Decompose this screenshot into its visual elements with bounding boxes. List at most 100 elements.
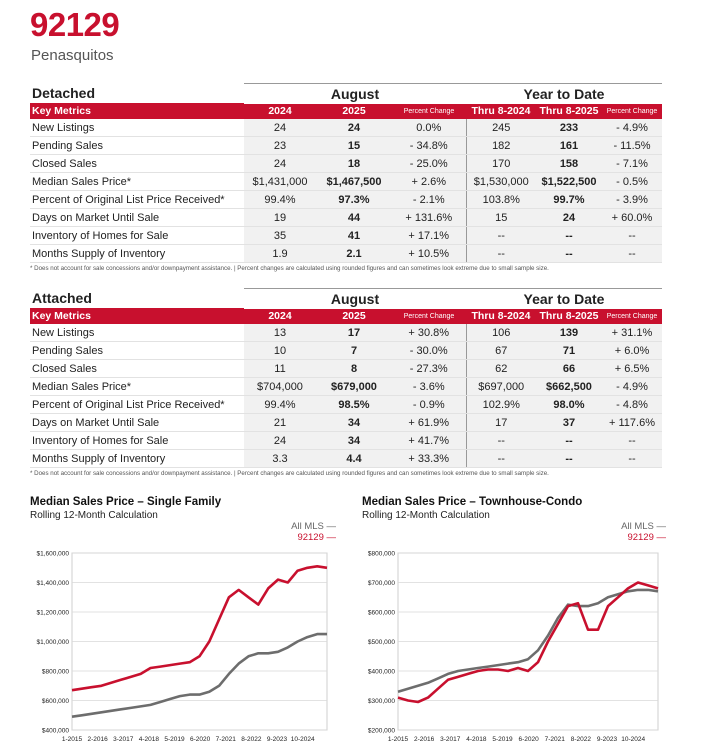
table-row: Days on Market Until Sale 19 44 + 131.6% 15 2… — [30, 208, 662, 227]
metric-label: New Listings — [30, 324, 244, 342]
x-tick-label: 9-2023 — [597, 736, 618, 743]
col-2024: 2024 — [244, 103, 316, 119]
table-row: Inventory of Homes for Sale 24 34 + 41.7% --… — [30, 431, 662, 450]
ytd-pct-change: - 4.9% — [602, 377, 662, 396]
pct-change: - 34.8% — [392, 136, 466, 155]
ytd-pct-change: - 4.9% — [602, 119, 662, 137]
value-2024: 35 — [244, 226, 316, 245]
table-row: Closed Sales 11 8- 27.3% 62 66 + 6.5% — [30, 359, 662, 378]
y-tick-label: $600,000 — [42, 698, 69, 705]
y-tick-label: $800,000 — [368, 551, 395, 558]
zip-code-title: 92129 — [30, 6, 120, 43]
value-2024: 10 — [244, 341, 316, 360]
pct-change: + 33.3% — [392, 449, 466, 468]
series-line-92129 — [397, 581, 659, 704]
ytd-value-2025: 98.0% — [536, 395, 602, 414]
value-2024: 24 — [244, 119, 316, 137]
y-tick-label: $1,000,000 — [36, 639, 69, 646]
ytd-value-2025: 161 — [536, 136, 602, 155]
x-tick-label: 5-2019 — [492, 736, 513, 743]
metric-label: Pending Sales — [30, 136, 244, 155]
y-tick-label: $800,000 — [42, 669, 69, 676]
ytd-value-2025: 24 — [536, 208, 602, 227]
ytd-value-2024: 15 — [465, 208, 536, 227]
x-tick-label: 3-2017 — [440, 736, 461, 743]
value-2024: 24 — [244, 431, 316, 450]
col-pct: Percent Change — [392, 308, 466, 324]
table-row: Months Supply of Inventory 1.9 2.1 + 10.5% -… — [30, 244, 662, 263]
ytd-pct-change: -- — [602, 431, 662, 450]
pct-change: - 3.6% — [392, 377, 466, 396]
metric-label: Inventory of Homes for Sale — [30, 431, 244, 450]
ytd-value-2025: -- — [536, 244, 602, 263]
table-row: New Listings 13 17 + 30.8% 106 139 + 31.1% — [30, 324, 662, 342]
value-2025: 7 — [316, 341, 392, 360]
col-2025: 2025 — [316, 308, 392, 324]
col-ytd-2024: Thru 8-2024 — [466, 103, 536, 119]
ytd-value-2025: -- — [536, 226, 602, 245]
ytd-value-2025: $662,500 — [536, 377, 602, 396]
table-row: Percent of Original List Price Received*… — [30, 190, 662, 209]
ytd-pct-change: + 117.6% — [602, 413, 662, 432]
ytd-value-2025: 158 — [536, 154, 602, 173]
x-tick-label: 6-2020 — [190, 736, 211, 743]
y-tick-label: $300,000 — [368, 698, 395, 705]
section-title: Attached — [32, 290, 92, 306]
ytd-value-2025: 233 — [536, 119, 602, 137]
x-tick-label: 8-2022 — [241, 736, 262, 743]
series-line-all-mls — [71, 632, 327, 718]
ytd-value-2025: -- — [536, 431, 602, 450]
pct-change: + 17.1% — [392, 226, 466, 245]
value-2024: 3.3 — [244, 449, 316, 468]
value-2025: 41 — [316, 226, 392, 245]
col-ytd-pct: Percent Change — [602, 103, 662, 119]
pct-change: - 25.0% — [392, 154, 466, 173]
ytd-value-2024: -- — [465, 431, 536, 450]
attached-section: Attached August Year to Date Key Metrics… — [30, 288, 662, 477]
table-row: Months Supply of Inventory 3.3 4.4 + 33.3% -… — [30, 449, 662, 468]
value-2024: 19 — [244, 208, 316, 227]
legend-single-family: All MLS — 92129 — — [291, 521, 336, 543]
month-group-header: August — [244, 288, 466, 309]
x-tick-label: 10-2024 — [621, 736, 645, 743]
metric-label: Days on Market Until Sale — [30, 208, 244, 227]
ytd-value-2024: $697,000 — [465, 377, 536, 396]
col-ytd-2025: Thru 8-2025 — [536, 103, 602, 119]
chart-subtitle-townhouse-condo: Rolling 12-Month Calculation — [362, 510, 490, 521]
pct-change: - 0.9% — [392, 395, 466, 414]
footnote: * Does not account for sale concessions … — [30, 470, 549, 477]
col-pct: Percent Change — [392, 103, 466, 119]
pct-change: + 30.8% — [392, 324, 466, 342]
ytd-value-2024: 170 — [465, 154, 536, 173]
x-tick-label: 6-2020 — [519, 736, 540, 743]
value-2025: 17 — [316, 324, 392, 342]
value-2025: $1,467,500 — [316, 172, 392, 191]
value-2025: 24 — [316, 119, 392, 137]
table-row: Pending Sales 10 7- 30.0% 67 71 + 6.0% — [30, 341, 662, 360]
month-group-header: August — [244, 83, 466, 104]
ytd-value-2025: 71 — [536, 341, 602, 360]
ytd-value-2025: 37 — [536, 413, 602, 432]
ytd-pct-change: - 4.8% — [602, 395, 662, 414]
section-title: Detached — [32, 85, 96, 101]
y-tick-label: $1,400,000 — [36, 580, 69, 587]
metric-label: Pending Sales — [30, 341, 244, 360]
value-2024: 21 — [244, 413, 316, 432]
value-2024: 99.4% — [244, 395, 316, 414]
detached-section: Detached August Year to Date Key Metrics… — [30, 83, 662, 272]
value-2025: 4.4 — [316, 449, 392, 468]
ytd-pct-change: - 0.5% — [602, 172, 662, 191]
value-2024: 11 — [244, 359, 316, 378]
ytd-pct-change: + 6.5% — [602, 359, 662, 378]
ytd-value-2025: 99.7% — [536, 190, 602, 209]
ytd-value-2024: 106 — [465, 324, 536, 342]
chart-subtitle-single-family: Rolling 12-Month Calculation — [30, 510, 158, 521]
pct-change: + 41.7% — [392, 431, 466, 450]
metric-label: Percent of Original List Price Received* — [30, 190, 244, 209]
x-tick-label: 7-2021 — [545, 736, 566, 743]
ytd-pct-change: + 31.1% — [602, 324, 662, 342]
ytd-value-2024: -- — [465, 449, 536, 468]
x-tick-label: 3-2017 — [113, 736, 134, 743]
x-tick-label: 9-2023 — [267, 736, 288, 743]
metric-label: Months Supply of Inventory — [30, 449, 244, 468]
